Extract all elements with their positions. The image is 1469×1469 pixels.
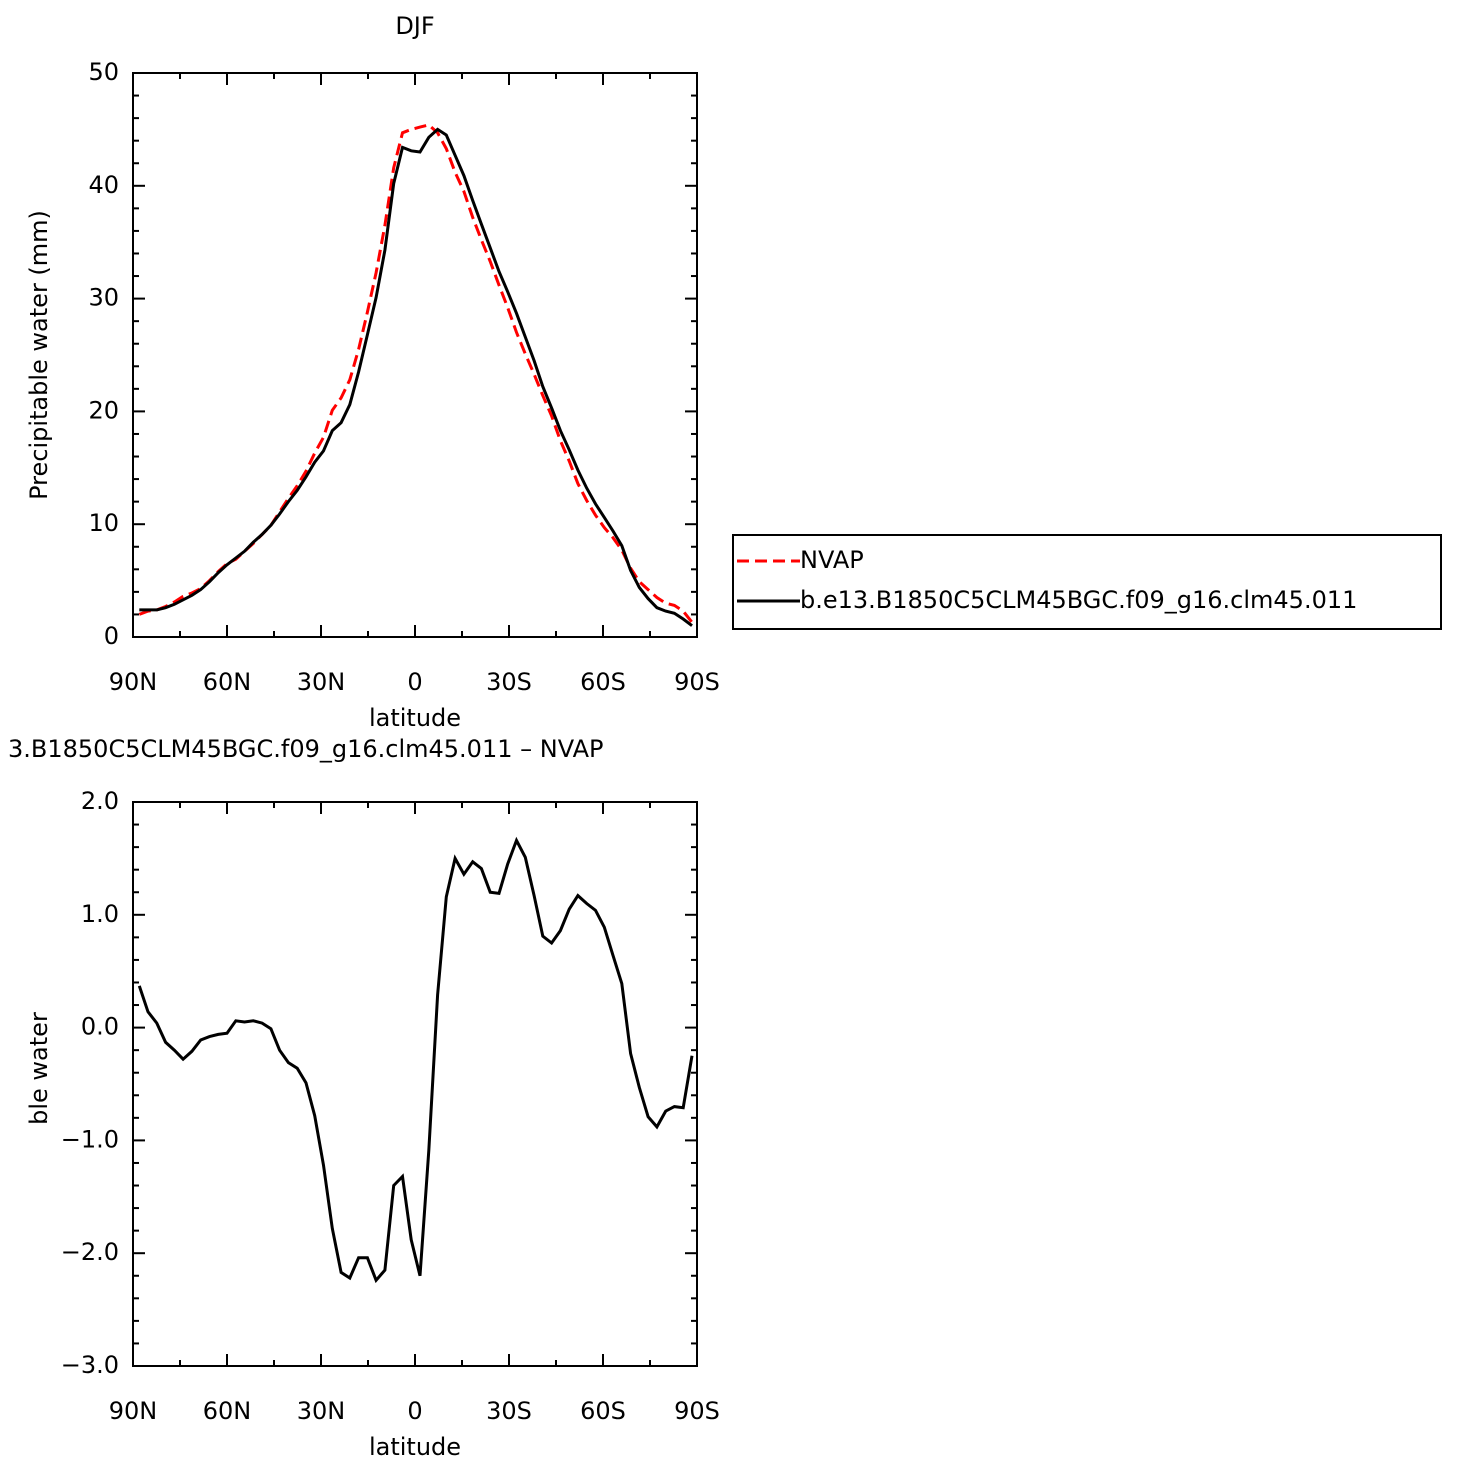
y-tick-label: 0.0 — [81, 1013, 119, 1041]
x-tick-label: 90S — [674, 668, 720, 696]
y-tick-label: 40 — [88, 171, 119, 199]
x-tick-label: 60S — [580, 668, 626, 696]
chart-title: 3.B1850C5CLM45BGC.f09_g16.clm45.011 – NV… — [8, 735, 603, 763]
y-tick-label: 30 — [88, 284, 119, 312]
x-tick-label: 90S — [674, 1397, 720, 1425]
y-tick-label: 0 — [104, 622, 119, 650]
plot-frame — [132, 801, 698, 1367]
chart-title: DJF — [395, 12, 434, 40]
y-tick-label: −3.0 — [61, 1351, 119, 1379]
y-axis-label: Precipitable water (mm) — [25, 210, 53, 500]
x-tick-label: 90N — [109, 668, 158, 696]
y-tick-label: 10 — [88, 509, 119, 537]
data-line — [138, 123, 694, 624]
y-tick-label: 2.0 — [81, 787, 119, 815]
x-tick-label: 30N — [297, 1397, 346, 1425]
y-tick-label: −2.0 — [61, 1238, 119, 1266]
x-tick-label: 90N — [109, 1397, 158, 1425]
data-line — [137, 836, 694, 1284]
x-tick-label: 30N — [297, 668, 346, 696]
x-tick-label: 60S — [580, 1397, 626, 1425]
y-tick-label: 1.0 — [81, 900, 119, 928]
x-tick-label: 0 — [407, 1397, 422, 1425]
x-axis-label: latitude — [369, 1433, 461, 1461]
y-tick-label: −1.0 — [61, 1125, 119, 1153]
data-line — [139, 127, 693, 627]
y-axis-label: Precipitable water (mm) — [25, 939, 53, 1229]
x-tick-label: 60N — [203, 1397, 252, 1425]
legend-box — [732, 534, 1442, 630]
legend-label: NVAP — [800, 546, 864, 574]
y-tick-label: 20 — [88, 396, 119, 424]
plot-frame — [132, 72, 698, 638]
x-tick-label: 30S — [486, 668, 532, 696]
x-tick-label: 60N — [203, 668, 252, 696]
x-axis-label: latitude — [369, 704, 461, 732]
x-tick-label: 0 — [407, 668, 422, 696]
y-tick-label: 50 — [88, 58, 119, 86]
x-tick-label: 30S — [486, 1397, 532, 1425]
legend-label: b.e13.B1850C5CLM45BGC.f09_g16.clm45.011 — [800, 586, 1357, 614]
